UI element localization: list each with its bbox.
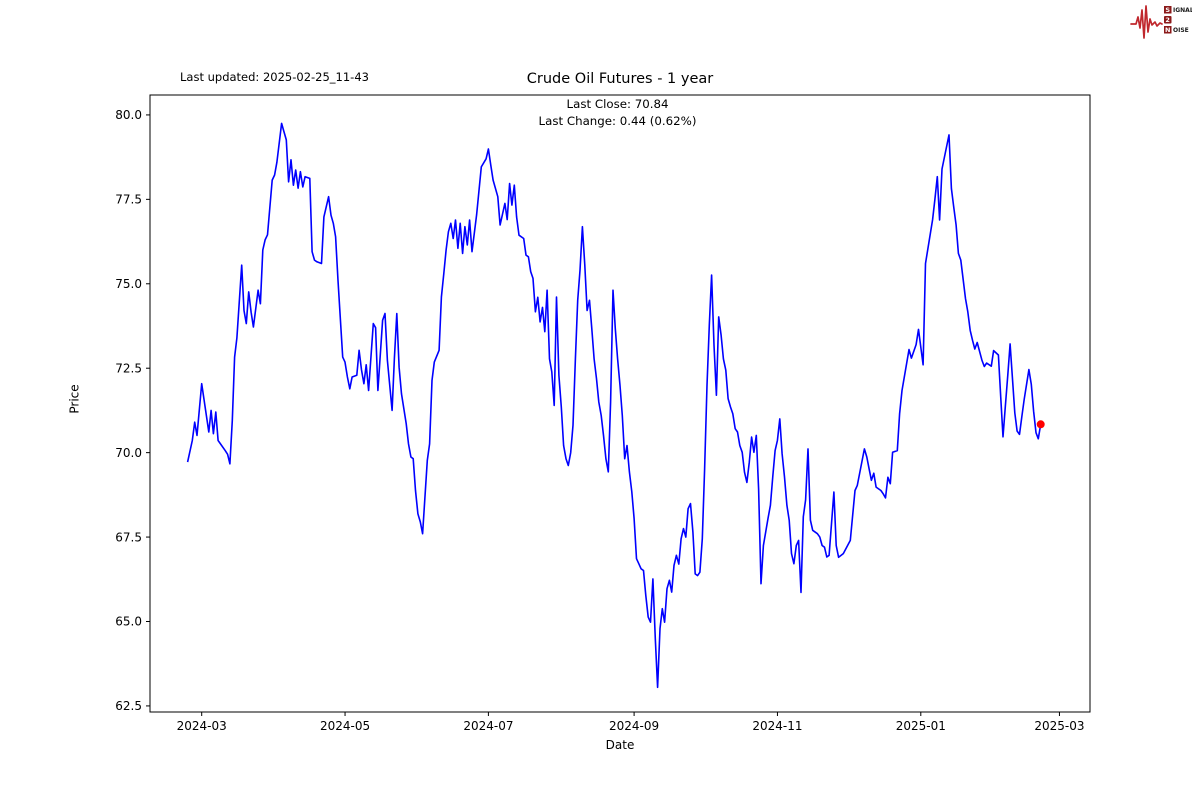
logo-text: S IGNAL 2 N OISE: [1164, 6, 1192, 34]
y-tick-label: 67.5: [115, 530, 142, 544]
logo-digit-2: 2: [1165, 16, 1170, 24]
waveform-icon: [1130, 5, 1163, 39]
x-tick-label: 2024-07: [463, 719, 513, 733]
x-tick-label: 2024-09: [609, 719, 659, 733]
y-tick-label: 62.5: [115, 699, 142, 713]
y-tick-label: 72.5: [115, 361, 142, 375]
x-tick-label: 2025-01: [896, 719, 946, 733]
y-tick-label: 80.0: [115, 108, 142, 122]
y-tick-label: 65.0: [115, 615, 142, 629]
x-tick-label: 2024-11: [752, 719, 802, 733]
x-tick-label: 2025-03: [1034, 719, 1084, 733]
signal2noise-logo: S IGNAL 2 N OISE: [1130, 5, 1192, 39]
y-tick-label: 75.0: [115, 277, 142, 291]
last-change-annotation: Last Change: 0.44 (0.62%): [538, 114, 697, 128]
chart-title: Crude Oil Futures - 1 year: [526, 71, 714, 87]
logo-word-ignal: IGNAL: [1173, 7, 1192, 14]
x-tick-label: 2024-03: [177, 719, 227, 733]
plot-area-border: [149, 94, 1091, 713]
last-close-annotation: Last Close: 70.84: [566, 97, 669, 111]
price-line: [186, 122, 1042, 689]
x-axis-label: Date: [605, 738, 635, 752]
y-tick-label: 70.0: [115, 446, 142, 460]
last-close-marker: [1036, 420, 1045, 429]
y-tick-label: 77.5: [115, 193, 142, 207]
logo-letter-s: S: [1165, 6, 1170, 14]
logo-letter-n: N: [1165, 26, 1170, 34]
logo-word-oise: OISE: [1173, 27, 1189, 34]
last-updated-label: Last updated: 2025-02-25_11-43: [180, 70, 369, 84]
x-tick-label: 2024-05: [320, 719, 370, 733]
